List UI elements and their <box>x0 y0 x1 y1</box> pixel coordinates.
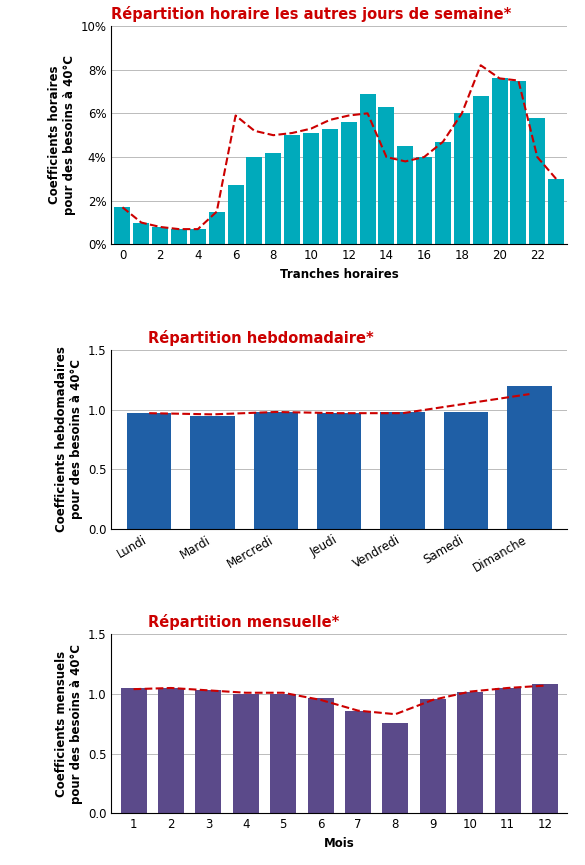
Y-axis label: Coefficients mensuels
pour des besoins à 40°C: Coefficients mensuels pour des besoins à… <box>56 644 84 804</box>
Bar <box>233 694 259 813</box>
Bar <box>435 142 451 245</box>
Bar <box>158 688 184 813</box>
Bar <box>317 413 362 529</box>
Bar <box>209 212 225 245</box>
Bar <box>529 118 545 245</box>
Bar <box>270 694 296 813</box>
Bar <box>171 229 187 245</box>
Bar <box>322 129 338 245</box>
X-axis label: Tranches horaires: Tranches horaires <box>280 268 398 281</box>
Y-axis label: Coefficients horaires
pour des besoins à 40°C: Coefficients horaires pour des besoins à… <box>48 55 76 215</box>
Bar <box>510 80 526 245</box>
Y-axis label: Coefficients hebdomadaires
pour des besoins à 40°C: Coefficients hebdomadaires pour des beso… <box>56 347 84 532</box>
Bar <box>397 146 414 245</box>
Bar <box>254 412 298 529</box>
Bar <box>548 179 564 245</box>
Bar <box>133 222 149 245</box>
Text: Répartition hebdomadaire*: Répartition hebdomadaire* <box>147 330 373 346</box>
Bar <box>378 106 394 245</box>
Bar <box>152 227 168 245</box>
Bar <box>457 691 483 813</box>
Bar <box>491 79 508 245</box>
Bar <box>507 386 552 529</box>
Bar <box>380 412 425 529</box>
Bar <box>190 415 235 529</box>
Bar <box>494 688 521 813</box>
Bar <box>360 93 376 245</box>
Bar <box>454 113 470 245</box>
Text: Répartition mensuelle*: Répartition mensuelle* <box>147 614 339 631</box>
Bar <box>228 185 243 245</box>
Bar <box>416 157 432 245</box>
Bar <box>340 122 357 245</box>
Bar <box>265 152 281 245</box>
Bar <box>121 688 147 813</box>
Bar <box>308 697 333 813</box>
Bar <box>444 412 488 529</box>
Bar <box>419 699 446 813</box>
Bar <box>115 208 130 245</box>
Bar <box>284 135 300 245</box>
Bar <box>195 690 222 813</box>
Bar <box>383 722 408 813</box>
X-axis label: Mois: Mois <box>324 836 355 849</box>
Bar <box>190 229 206 245</box>
Bar <box>303 133 319 245</box>
Bar <box>473 96 488 245</box>
Bar <box>532 684 558 813</box>
Bar <box>345 711 371 813</box>
Bar <box>246 157 263 245</box>
Text: Répartition horaire les autres jours de semaine*: Répartition horaire les autres jours de … <box>111 6 511 22</box>
Bar <box>127 413 171 529</box>
